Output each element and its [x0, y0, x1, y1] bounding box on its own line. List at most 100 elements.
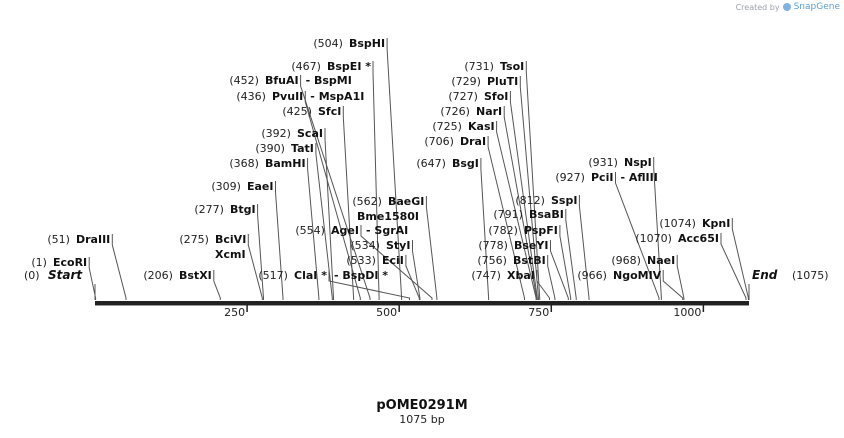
site-position: (706) — [424, 135, 454, 148]
site-enzyme-name[interactable]: EaeI — [247, 180, 274, 193]
site-position: (778) — [478, 239, 508, 252]
site-enzyme-name[interactable]: DraIII — [76, 233, 110, 246]
site-enzyme-name[interactable]: SfcI — [318, 105, 341, 118]
site-position: (425) — [282, 105, 312, 118]
site-enzyme-name[interactable]: BstBI — [513, 254, 546, 267]
site-enzyme-name[interactable]: DraI — [460, 135, 486, 148]
site-leader-bseyi — [550, 240, 569, 300]
site-leader-kasi — [496, 121, 537, 300]
site-leader-nari — [503, 106, 538, 300]
site-leader-scai — [324, 128, 334, 300]
site-enzyme-name[interactable]: KpnI — [702, 217, 730, 230]
site-position: (554) — [295, 224, 325, 237]
site-enzyme-name[interactable]: StyI — [386, 239, 410, 252]
site-enzyme-name-secondary[interactable]: Bme1580I — [357, 210, 419, 223]
site-enzyme-extra[interactable]: - BspDI * — [334, 269, 388, 282]
site-leader-sfci — [342, 106, 355, 300]
axis-ticks: 250 500 750 1000 — [94, 284, 750, 319]
site-leader-bsphi — [386, 38, 403, 300]
site-enzyme-extra[interactable]: - AflIII — [621, 171, 658, 184]
site-enzyme-name[interactable]: PvuII — [272, 90, 303, 103]
site-leader-styi — [412, 240, 421, 300]
site-enzyme-name[interactable]: BfuAI — [265, 74, 299, 87]
site-enzyme-name[interactable]: BaeGI — [388, 195, 424, 208]
site-leader-draiii — [111, 234, 127, 300]
sequence-backbone — [95, 301, 749, 305]
site-enzyme-name[interactable]: AgeI — [331, 224, 359, 237]
site-enzyme-name[interactable]: ClaI * — [294, 269, 327, 282]
site-leader-sfoi — [509, 91, 538, 300]
site-leader-naei — [676, 255, 685, 300]
site-enzyme-name[interactable]: BstXI — [179, 269, 212, 282]
site-leader-bsgi — [480, 158, 490, 300]
site-enzyme-name[interactable]: BspHI — [349, 37, 385, 50]
snapgene-logo-icon — [782, 3, 791, 11]
site-enzyme-name[interactable]: KasI — [468, 120, 495, 133]
site-position: (277) — [194, 203, 224, 216]
site-enzyme-name[interactable]: EcoRI — [53, 256, 87, 269]
site-enzyme-name-secondary[interactable]: XcmI — [215, 248, 246, 261]
site-enzyme-extra[interactable]: - SgrAI — [366, 224, 408, 237]
site-enzyme-name[interactable]: BsgI — [452, 157, 479, 170]
site-position: (504) — [313, 37, 343, 50]
site-enzyme-name[interactable]: PciI — [591, 171, 613, 184]
site-position: (1070) — [635, 232, 672, 245]
site-leader-lines — [88, 38, 749, 300]
site-enzyme-name[interactable]: NgoMIV — [613, 269, 662, 282]
site-position: (729) — [451, 75, 481, 88]
site-enzyme-extra[interactable]: - MspA1I — [310, 90, 364, 103]
axis-tick-label: 750 — [528, 306, 549, 319]
site-enzyme-name[interactable]: SspI — [551, 194, 577, 207]
site-position: (390) — [255, 142, 285, 155]
site-position: (392) — [261, 127, 291, 140]
site-enzyme-name[interactable]: TsoI — [500, 60, 524, 73]
site-position: (206) — [143, 269, 173, 282]
site-position: (533) — [346, 254, 376, 267]
site-leader-pspfi — [559, 225, 572, 300]
site-leader-bfuai — [300, 75, 371, 300]
site-position: (534) — [350, 239, 380, 252]
site-enzyme-name[interactable]: TatI — [291, 142, 314, 155]
site-enzyme-name[interactable]: BciVI — [215, 233, 246, 246]
axis-tick-label: 250 — [224, 306, 245, 319]
site-enzyme-name[interactable]: BsaBI — [529, 208, 564, 221]
site-leader-ecii — [405, 255, 420, 300]
site-leader-xbai — [536, 270, 550, 300]
site-leader-clai — [328, 270, 410, 300]
site-enzyme-name[interactable]: NarI — [476, 105, 502, 118]
plasmid-title-block: pOME0291M 1075 bp — [0, 398, 844, 426]
site-enzyme-extra[interactable]: - BspMI — [306, 74, 352, 87]
site-leader-sspi — [578, 195, 590, 300]
site-position: (727) — [448, 90, 478, 103]
site-position: (647) — [416, 157, 446, 170]
site-enzyme-name[interactable]: NspI — [624, 156, 652, 169]
site-enzyme-name[interactable]: SfoI — [484, 90, 508, 103]
site-leader-tsoi — [525, 61, 541, 300]
site-enzyme-name[interactable]: BamHI — [265, 157, 306, 170]
site-enzyme-name[interactable]: BseYI — [514, 239, 548, 252]
site-enzyme-name[interactable]: PluTI — [487, 75, 518, 88]
site-position: (731) — [464, 60, 494, 73]
site-position: (726) — [440, 105, 470, 118]
site-enzyme-name[interactable]: BspEI * — [327, 60, 371, 73]
site-position: (747) — [471, 269, 501, 282]
site-enzyme-name[interactable]: PspFI — [524, 224, 558, 237]
site-position: (436) — [236, 90, 266, 103]
site-position: (782) — [488, 224, 518, 237]
site-leader-bstxi — [213, 270, 221, 300]
site-leader-pvuii — [304, 91, 361, 300]
site-enzyme-name[interactable]: XbaI — [507, 269, 535, 282]
site-enzyme-name[interactable]: NaeI — [647, 254, 675, 267]
plasmid-name: pOME0291M — [376, 398, 468, 413]
site-position: (756) — [477, 254, 507, 267]
site-enzyme-name[interactable]: ScaI — [297, 127, 323, 140]
site-leader-bsabi — [565, 209, 577, 300]
site-position: (51) — [47, 233, 70, 246]
site-position: (791) — [493, 208, 523, 221]
site-enzyme-name[interactable]: BtgI — [230, 203, 256, 216]
site-leader-drai — [487, 136, 525, 300]
site-position: (927) — [555, 171, 585, 184]
site-leader-bspei — [372, 61, 380, 300]
site-enzyme-name[interactable]: EciI — [382, 254, 404, 267]
site-enzyme-name[interactable]: Acc65I — [678, 232, 719, 245]
